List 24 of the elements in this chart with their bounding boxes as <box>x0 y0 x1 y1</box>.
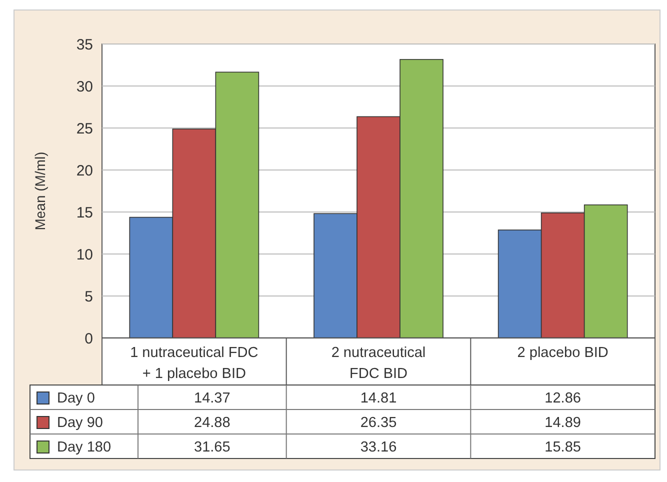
y-tick-label: 5 <box>84 288 93 306</box>
data-label: 24.88 <box>194 414 230 431</box>
data-label: 14.89 <box>544 414 581 431</box>
data-label: 26.35 <box>360 414 397 431</box>
y-tick-label: 15 <box>76 204 93 222</box>
y-axis-title: Mean (M/ml) <box>32 152 48 230</box>
data-label: 14.37 <box>194 390 230 406</box>
legend-label: Day 90 <box>57 414 103 431</box>
legend-label: Day 0 <box>57 390 95 406</box>
data-label: 12.86 <box>544 390 581 406</box>
y-tick-label: 10 <box>76 246 93 264</box>
x-tick-label: 1 nutraceutical FDC + 1 placebo BID <box>130 345 258 382</box>
data-label: 33.16 <box>360 439 397 456</box>
x-tick-label: 2 placebo BID <box>517 345 608 361</box>
y-tick-label: 30 <box>76 78 93 96</box>
legend-label: Day 180 <box>57 439 112 456</box>
y-tick-label: 20 <box>76 162 93 180</box>
x-tick-label: 2 nutraceutical FDC BID <box>331 345 426 382</box>
data-label: 31.65 <box>194 439 230 456</box>
y-tick-label: 25 <box>76 120 93 138</box>
data-label: 14.81 <box>360 390 397 406</box>
y-tick-label: 35 <box>76 36 93 54</box>
data-label: 15.85 <box>544 439 581 456</box>
y-tick-label: 0 <box>84 330 93 348</box>
